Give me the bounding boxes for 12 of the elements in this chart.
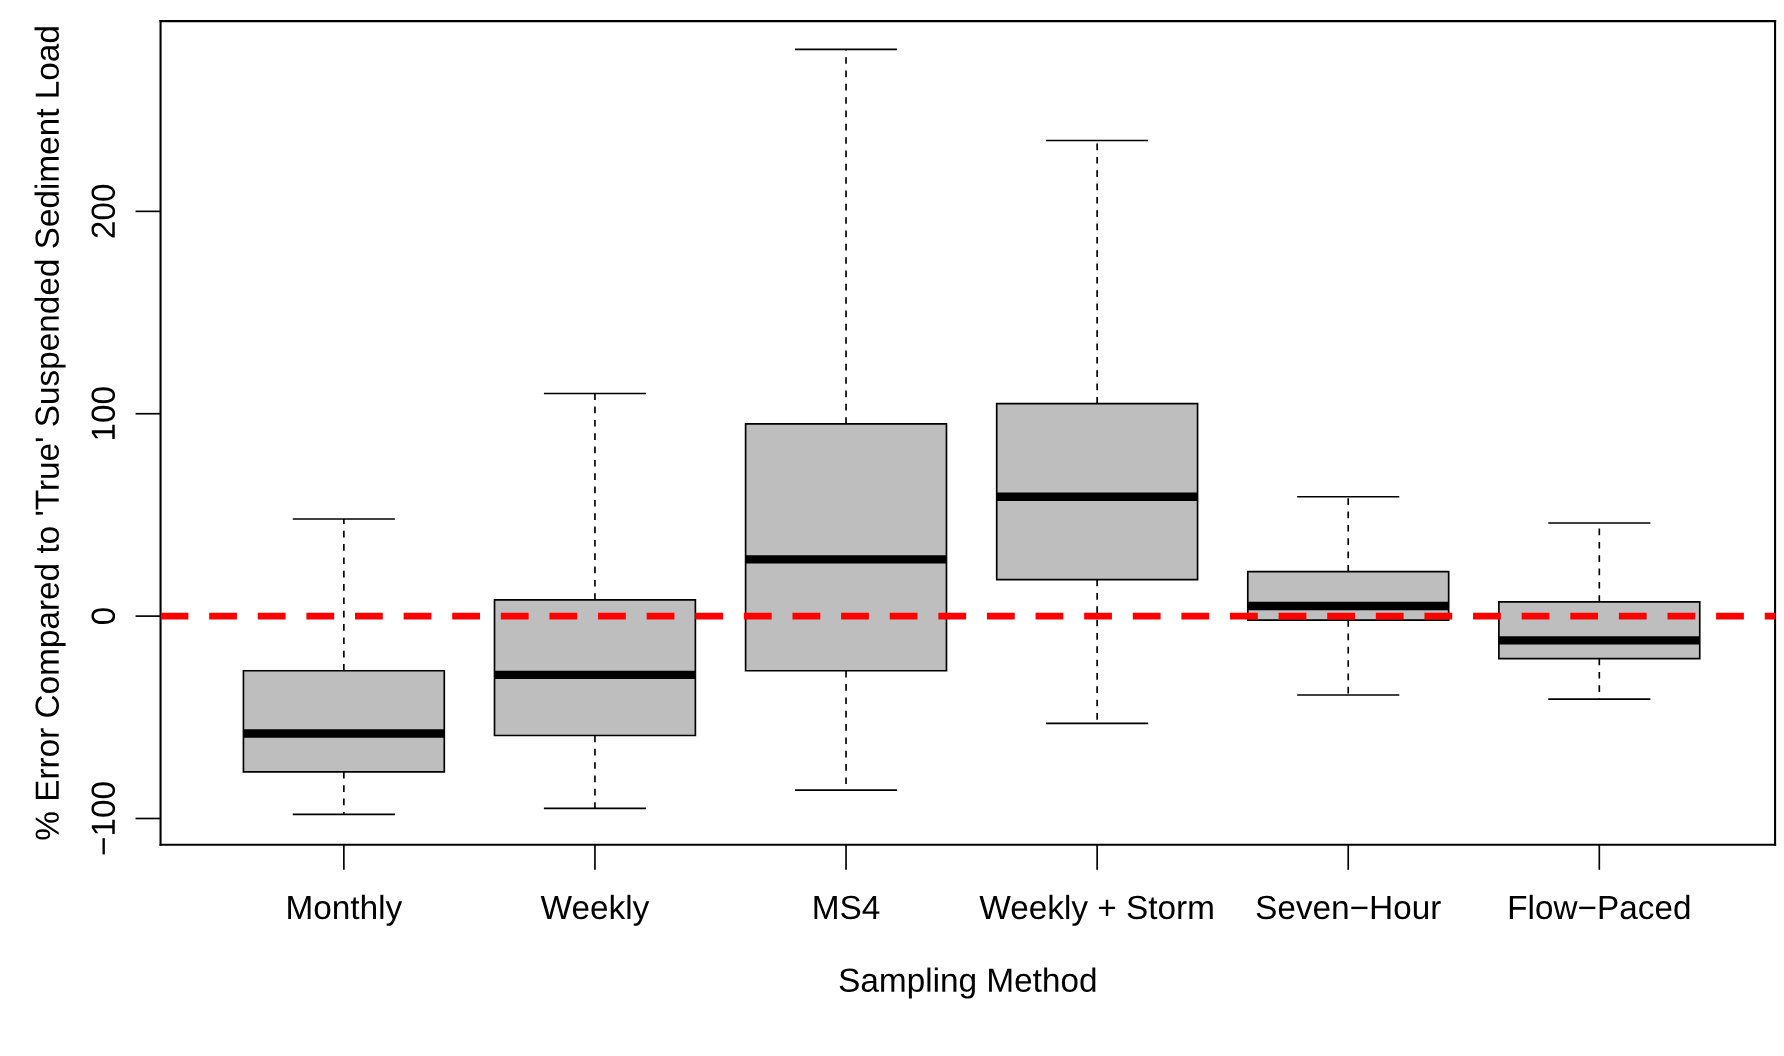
y-tick-label: 0 — [91, 608, 116, 625]
x-tick-label: Monthly — [288, 894, 403, 926]
x-tick-label: Seven−Hour — [1256, 895, 1441, 920]
y-tick-label: −100 — [91, 782, 116, 855]
x-axis-title: Sampling Method — [839, 967, 1096, 999]
x-tick-label: Flow−Paced — [1509, 894, 1690, 920]
y-tick-label: 200 — [91, 184, 116, 238]
x-tick-label: Weekly — [540, 894, 650, 926]
x-tick-label: MS4 — [814, 895, 880, 920]
y-axis-title: % Error Compared to 'True' Suspended Sediment Load — [34, 27, 66, 840]
y-tick-label: 100 — [91, 387, 116, 439]
x-tick-label: Weekly + Storm — [979, 894, 1213, 926]
